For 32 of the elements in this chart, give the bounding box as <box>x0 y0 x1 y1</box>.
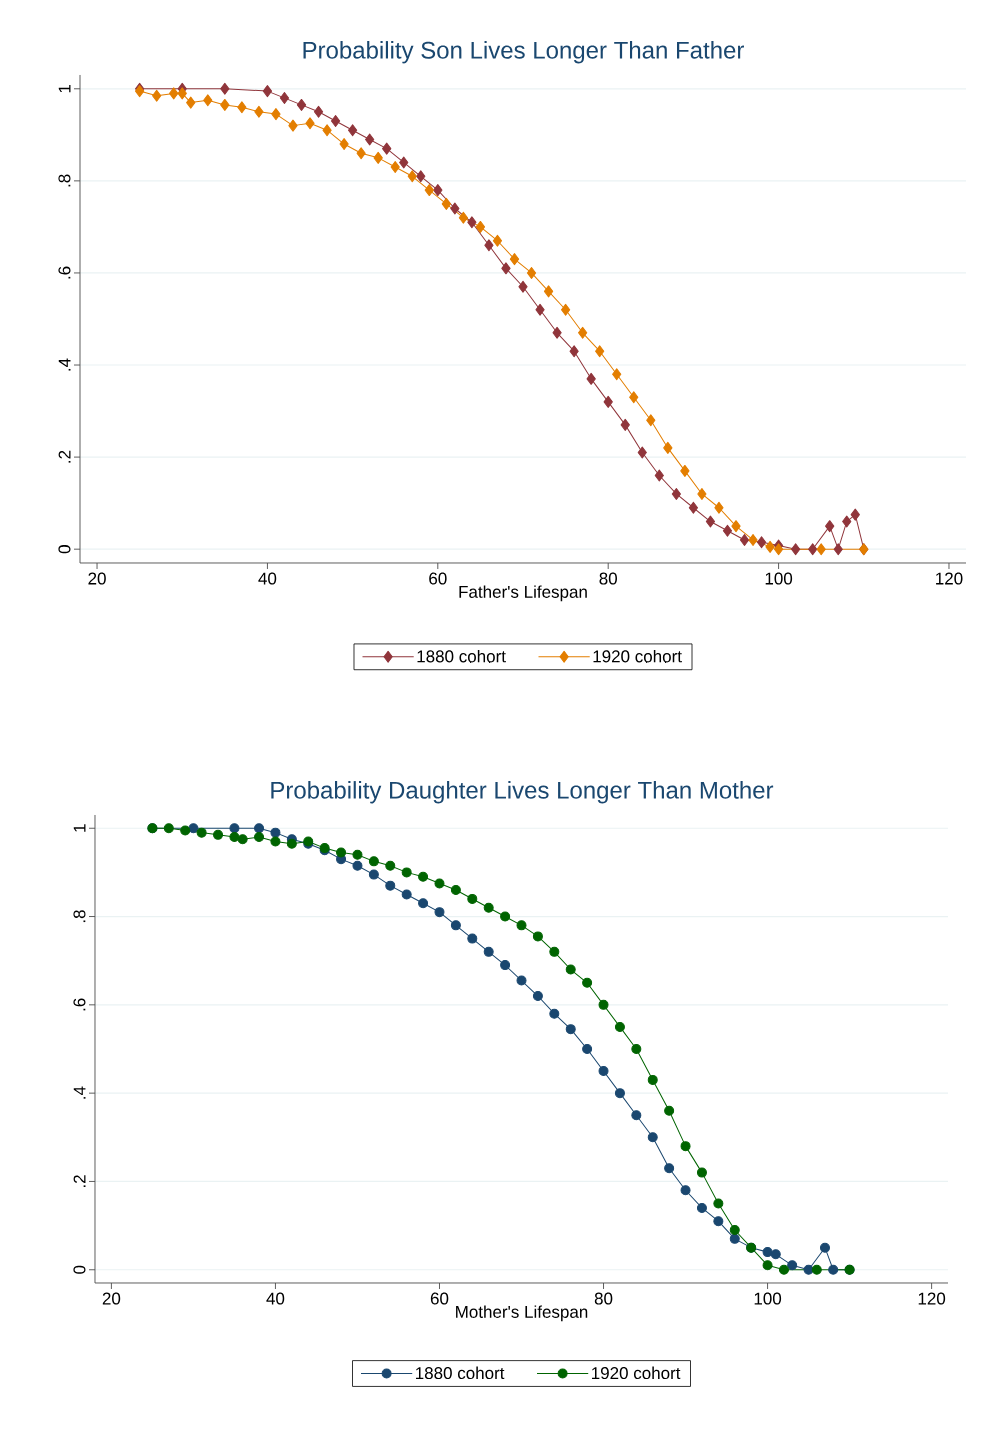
x-tick-label: 100 <box>754 1292 782 1305</box>
x-tick-label: 80 <box>599 572 617 585</box>
x-tick-label: 20 <box>102 1292 121 1305</box>
y-tick-label: .8 <box>58 174 71 187</box>
x-tick-label: 120 <box>918 1292 946 1305</box>
y-tick-label: .6 <box>58 266 71 279</box>
x-tick-label: 40 <box>266 1292 285 1305</box>
chart-title: Probability Son Lives Longer Than Father <box>303 41 744 64</box>
y-tick-label: .2 <box>58 450 71 463</box>
legend-label: 1920 cohort <box>593 649 682 663</box>
x-axis-title: Mother's Lifespan <box>456 1305 588 1322</box>
y-tick-label: .6 <box>73 998 86 1011</box>
y-tick-label: 1 <box>58 84 71 93</box>
x-tick-label: 80 <box>594 1292 613 1305</box>
y-tick-label: .4 <box>58 358 71 371</box>
y-tick-label: 0 <box>58 545 71 554</box>
x-axis-title: Father's Lifespan <box>459 585 587 602</box>
y-tick-label: 1 <box>73 824 86 832</box>
x-tick-label: 100 <box>765 572 793 585</box>
x-tick-label: 40 <box>258 572 277 585</box>
x-tick-label: 120 <box>936 572 963 585</box>
x-tick-label: 60 <box>430 1292 449 1305</box>
y-tick-label: 0 <box>73 1265 86 1274</box>
y-tick-label: .8 <box>73 910 86 923</box>
chart-title: Probability Daughter Lives Longer Than Mother <box>271 781 774 804</box>
legend-label: 1880 cohort <box>417 649 506 663</box>
y-tick-label: .2 <box>73 1175 86 1187</box>
legend-label: 1920 cohort <box>592 1366 681 1380</box>
y-tick-label: .4 <box>73 1086 86 1099</box>
x-tick-label: 20 <box>88 572 106 585</box>
x-tick-label: 60 <box>429 572 447 585</box>
legend-label: 1880 cohort <box>416 1366 505 1380</box>
